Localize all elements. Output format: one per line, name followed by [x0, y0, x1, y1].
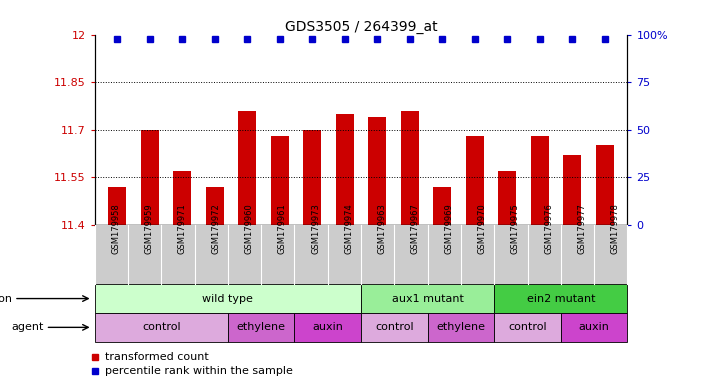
Bar — [95, 284, 361, 313]
Bar — [173, 171, 191, 225]
Text: GSM179978: GSM179978 — [611, 204, 620, 254]
Text: GSM179975: GSM179975 — [511, 204, 520, 254]
Text: control: control — [508, 322, 547, 333]
Bar — [494, 284, 627, 313]
Bar — [465, 136, 484, 225]
Text: wild type: wild type — [203, 293, 253, 304]
Text: GSM179972: GSM179972 — [211, 204, 220, 254]
Bar — [336, 114, 354, 225]
Bar — [304, 129, 321, 225]
Text: ethylene: ethylene — [437, 322, 485, 333]
Bar — [238, 111, 257, 225]
Text: GSM179958: GSM179958 — [111, 204, 121, 254]
Bar — [531, 136, 549, 225]
Text: ethylene: ethylene — [237, 322, 285, 333]
Bar — [494, 313, 561, 342]
Bar — [596, 146, 613, 225]
Bar — [95, 313, 228, 342]
Bar — [109, 187, 126, 225]
Text: auxin: auxin — [578, 322, 610, 333]
Bar — [228, 313, 294, 342]
Bar — [368, 117, 386, 225]
Bar — [428, 313, 494, 342]
Text: GSM179961: GSM179961 — [278, 204, 287, 254]
Text: transformed count: transformed count — [105, 352, 209, 362]
Text: GSM179967: GSM179967 — [411, 204, 420, 254]
Bar — [361, 284, 494, 313]
Text: agent: agent — [11, 322, 43, 333]
Title: GDS3505 / 264399_at: GDS3505 / 264399_at — [285, 20, 437, 33]
Bar — [271, 136, 289, 225]
Text: control: control — [375, 322, 414, 333]
Text: GSM179959: GSM179959 — [144, 204, 154, 254]
Text: GSM179976: GSM179976 — [544, 204, 553, 254]
Text: aux1 mutant: aux1 mutant — [392, 293, 463, 304]
Text: GSM179974: GSM179974 — [344, 204, 353, 254]
Text: auxin: auxin — [312, 322, 343, 333]
Text: GSM179973: GSM179973 — [311, 204, 320, 254]
Text: genotype/variation: genotype/variation — [0, 293, 12, 304]
Text: GSM179971: GSM179971 — [178, 204, 187, 254]
Text: GSM179960: GSM179960 — [245, 204, 254, 254]
Text: GSM179963: GSM179963 — [378, 204, 387, 254]
Text: ein2 mutant: ein2 mutant — [526, 293, 595, 304]
Bar — [498, 171, 516, 225]
Text: GSM179969: GSM179969 — [444, 204, 454, 254]
Bar — [361, 313, 428, 342]
Text: GSM179977: GSM179977 — [578, 204, 587, 254]
Bar — [141, 129, 159, 225]
Bar — [95, 225, 627, 284]
Bar — [401, 111, 418, 225]
Bar — [206, 187, 224, 225]
Text: control: control — [142, 322, 181, 333]
Bar — [433, 187, 451, 225]
Bar — [561, 313, 627, 342]
Bar — [294, 313, 361, 342]
Text: percentile rank within the sample: percentile rank within the sample — [105, 366, 293, 376]
Text: GSM179970: GSM179970 — [477, 204, 486, 254]
Bar — [563, 155, 581, 225]
